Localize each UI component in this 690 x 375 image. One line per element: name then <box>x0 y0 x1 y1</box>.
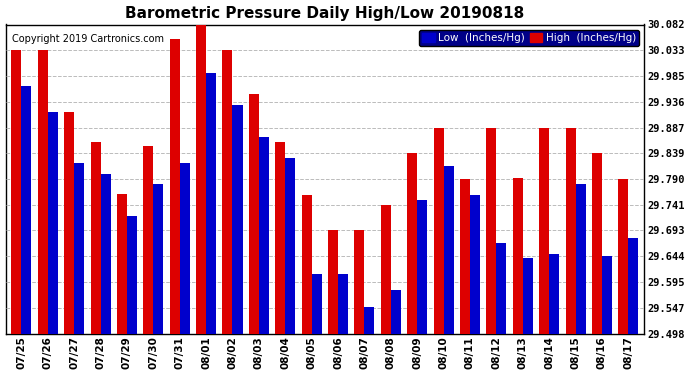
Bar <box>417 200 427 334</box>
Bar <box>486 128 496 334</box>
Legend: Low  (Inches/Hg), High  (Inches/Hg): Low (Inches/Hg), High (Inches/Hg) <box>420 30 639 46</box>
Bar <box>539 128 549 334</box>
Bar <box>206 73 216 334</box>
Bar <box>618 179 629 334</box>
Bar <box>513 178 523 334</box>
Bar <box>496 243 506 334</box>
Text: Copyright 2019 Cartronics.com: Copyright 2019 Cartronics.com <box>12 34 164 44</box>
Bar <box>117 194 127 334</box>
Bar <box>312 274 322 334</box>
Bar <box>259 137 269 334</box>
Bar <box>355 230 364 334</box>
Bar <box>444 166 453 334</box>
Bar <box>127 216 137 334</box>
Bar <box>144 146 153 334</box>
Bar <box>549 254 559 334</box>
Bar <box>101 174 110 334</box>
Bar <box>285 158 295 334</box>
Bar <box>602 256 612 334</box>
Bar <box>302 195 312 334</box>
Bar <box>629 238 638 334</box>
Bar <box>433 128 444 334</box>
Bar <box>328 230 338 334</box>
Bar <box>275 142 285 334</box>
Bar <box>233 105 242 334</box>
Bar <box>21 87 32 334</box>
Bar <box>64 112 74 334</box>
Bar <box>74 163 84 334</box>
Bar <box>381 205 391 334</box>
Bar <box>90 142 101 334</box>
Bar <box>470 195 480 334</box>
Bar <box>460 179 470 334</box>
Bar <box>391 290 401 334</box>
Bar <box>407 153 417 334</box>
Bar <box>592 153 602 334</box>
Bar <box>48 112 58 334</box>
Bar <box>196 24 206 334</box>
Bar <box>222 51 233 334</box>
Bar <box>575 184 586 334</box>
Title: Barometric Pressure Daily High/Low 20190818: Barometric Pressure Daily High/Low 20190… <box>126 6 524 21</box>
Bar <box>364 307 375 334</box>
Bar <box>338 274 348 334</box>
Bar <box>38 51 48 334</box>
Bar <box>523 258 533 334</box>
Bar <box>566 128 575 334</box>
Bar <box>249 94 259 334</box>
Bar <box>170 39 179 334</box>
Bar <box>11 51 21 334</box>
Bar <box>179 163 190 334</box>
Bar <box>153 184 164 334</box>
